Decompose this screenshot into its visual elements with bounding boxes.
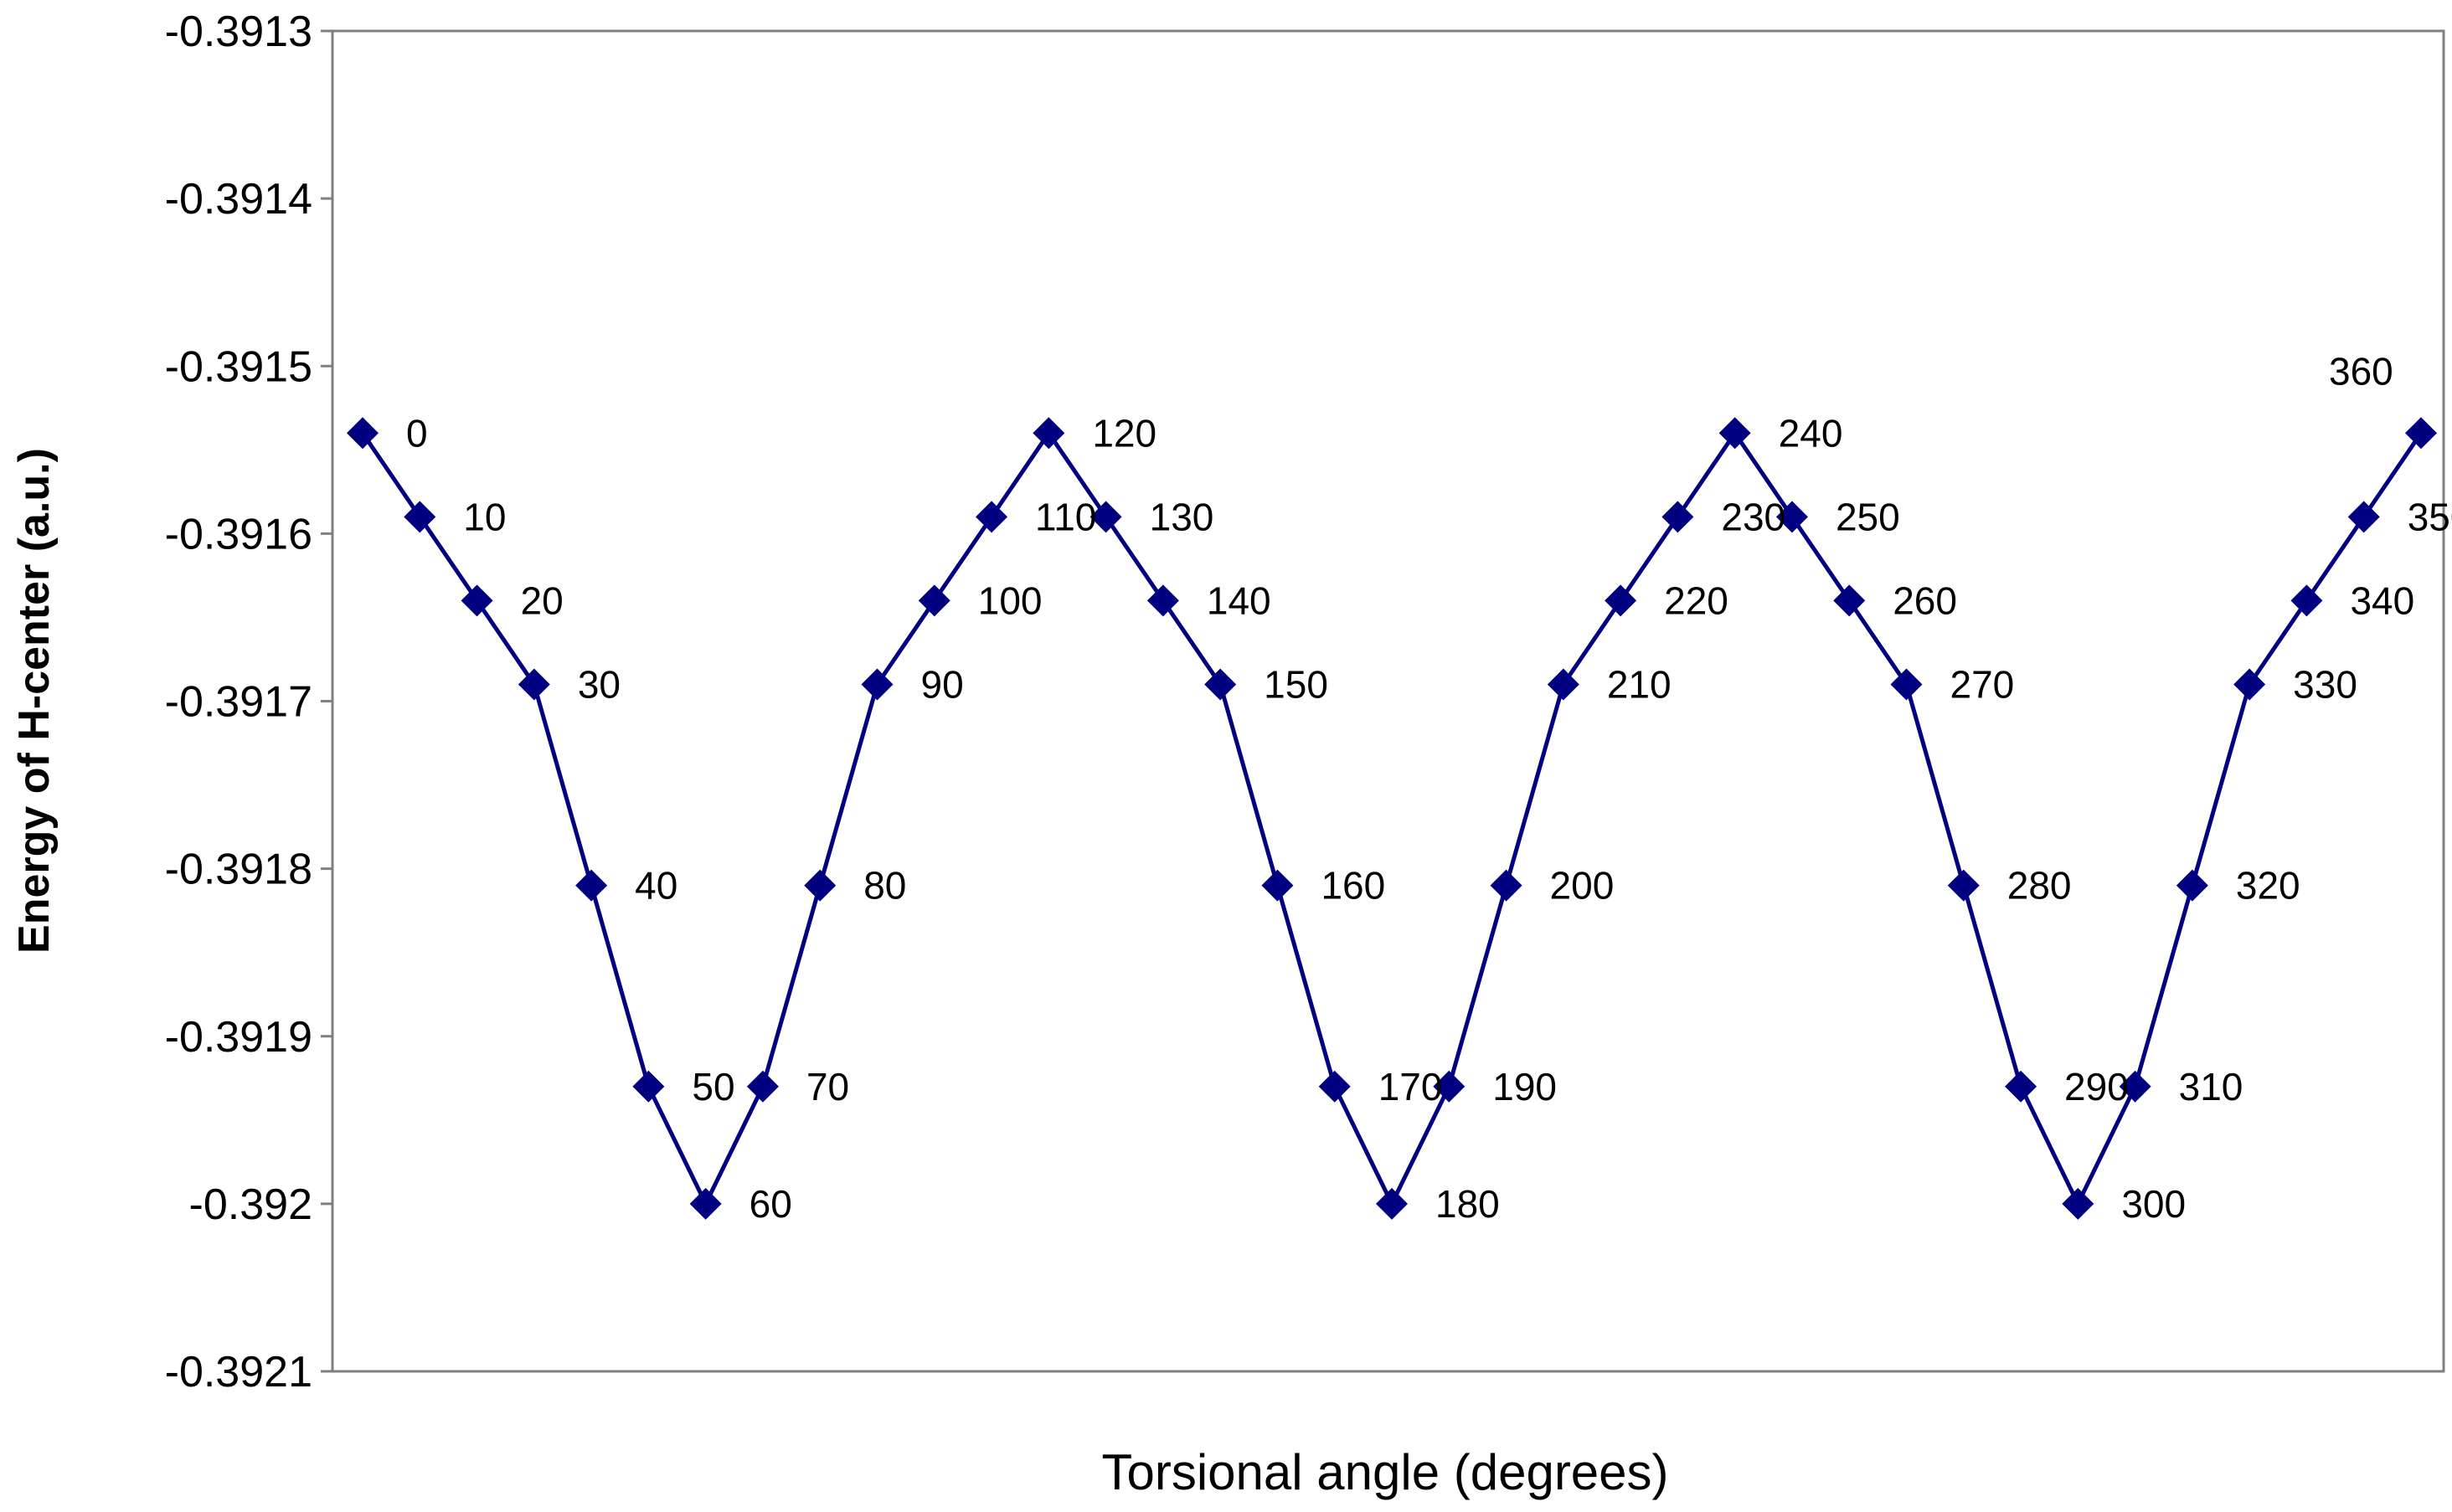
data-point-marker: [746, 1070, 779, 1103]
y-tick-label: -0.3914: [165, 175, 312, 224]
data-point-marker: [1033, 417, 1065, 450]
data-point-marker: [2005, 1070, 2037, 1103]
y-axis-ticks: -0.3913 -0.3914 -0.3915 -0.3916 -0.3917 -0.39…: [165, 8, 332, 1396]
data-label: 190: [1492, 1065, 1557, 1108]
data-label: 10: [463, 495, 506, 538]
data-label: 230: [1721, 495, 1785, 538]
data-point-marker: [2119, 1070, 2151, 1103]
data-label: 100: [978, 579, 1043, 622]
data-point-marker: [861, 668, 894, 701]
plot-area: [331, 29, 2445, 1373]
data-label: 30: [578, 662, 621, 706]
data-point-marker: [347, 417, 379, 450]
data-label: 220: [1664, 579, 1728, 622]
data-point-marker: [1547, 668, 1579, 701]
data-point-marker: [1890, 668, 1923, 701]
y-tick-label: -0.3913: [165, 8, 312, 56]
data-point-marker: [1433, 1070, 1466, 1103]
data-label: 150: [1264, 662, 1328, 706]
data-point-marker: [1718, 417, 1751, 450]
data-point-marker: [461, 584, 493, 617]
data-point-marker: [976, 501, 1008, 533]
data-label: 160: [1321, 864, 1385, 908]
data-point-marker: [1661, 501, 1694, 533]
data-label: 300: [2121, 1182, 2186, 1226]
data-point-marker: [1775, 501, 1808, 533]
data-label: 140: [1207, 579, 1271, 622]
x-axis-title: Torsional angle (degrees): [1101, 1444, 1668, 1500]
data-point-marker: [689, 1187, 722, 1220]
data-point-marker: [1204, 668, 1237, 701]
y-axis-title: Energy of H-center (a.u.): [10, 448, 59, 954]
data-label: 310: [2179, 1065, 2243, 1108]
y-tick-label: -0.3915: [165, 342, 312, 391]
data-point-marker: [632, 1070, 665, 1103]
data-point-marker: [1261, 869, 1294, 902]
data-label: 130: [1150, 495, 1214, 538]
data-label: 110: [1035, 495, 1096, 538]
data-point-marker: [1605, 584, 1637, 617]
data-label: 350: [2408, 495, 2452, 538]
data-label: 270: [1950, 662, 2015, 706]
y-tick-label: -0.3916: [165, 510, 312, 558]
data-markers: [347, 417, 2437, 1220]
data-point-marker: [1490, 869, 1522, 902]
y-tick-label: -0.3917: [165, 678, 312, 727]
data-point-marker: [2176, 869, 2208, 902]
data-label: 20: [521, 579, 564, 622]
data-label: 90: [921, 662, 964, 706]
data-point-marker: [1947, 869, 1980, 902]
y-tick-label: -0.3919: [165, 1013, 312, 1062]
data-label: 330: [2293, 662, 2357, 706]
data-label: 180: [1435, 1182, 1500, 1226]
data-point-marker: [804, 869, 837, 902]
data-label: 210: [1607, 662, 1672, 706]
data-point-marker: [2290, 584, 2323, 617]
data-point-marker: [1376, 1187, 1408, 1220]
data-point-marker: [518, 668, 550, 701]
data-label: 320: [2236, 864, 2300, 908]
data-label: 80: [863, 864, 906, 908]
data-label: 260: [1893, 579, 1957, 622]
data-label: 340: [2350, 579, 2414, 622]
data-label: 240: [1779, 411, 1843, 455]
data-point-marker: [1833, 584, 1866, 617]
y-tick-label: -0.3921: [165, 1348, 312, 1396]
data-point-marker: [1318, 1070, 1351, 1103]
data-point-marker: [2062, 1187, 2094, 1220]
data-label: 40: [635, 864, 677, 908]
data-label: 120: [1092, 411, 1156, 455]
data-label: 200: [1550, 864, 1615, 908]
data-point-marker: [918, 584, 950, 617]
data-label: 170: [1378, 1065, 1443, 1108]
data-label: 60: [750, 1182, 792, 1226]
data-label: 70: [806, 1065, 849, 1108]
data-label: 250: [1836, 495, 1900, 538]
data-point-marker: [575, 869, 608, 902]
y-tick-label: -0.392: [189, 1180, 312, 1229]
data-labels: 0 10 20 30 40 50 60 70 80 90 100 110 120 130 140 150 160…: [406, 349, 2452, 1226]
data-point-marker: [2233, 668, 2266, 701]
data-point-marker: [2405, 417, 2437, 450]
data-point-marker: [404, 501, 436, 533]
y-tick-label: -0.3918: [165, 846, 312, 894]
data-label: 0: [406, 411, 428, 455]
data-label: 290: [2064, 1065, 2129, 1108]
data-point-marker: [1146, 584, 1179, 617]
data-label: 280: [2007, 864, 2072, 908]
data-point-marker: [1089, 501, 1122, 533]
data-label: 360: [2329, 349, 2393, 393]
data-point-marker: [2347, 501, 2380, 533]
data-label: 50: [692, 1065, 734, 1108]
